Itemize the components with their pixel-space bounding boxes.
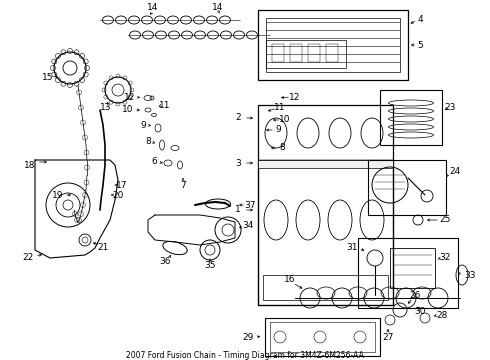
Text: 15: 15: [42, 73, 54, 82]
Text: 21: 21: [98, 243, 109, 252]
Text: 4: 4: [417, 15, 423, 24]
Text: 34: 34: [243, 220, 254, 230]
Bar: [368, 160, 446, 215]
Text: 19: 19: [52, 190, 64, 199]
Text: 27: 27: [382, 333, 393, 342]
Text: 2007 Ford Fusion Chain - Timing Diagram for 3M4Z-6M256-AA: 2007 Ford Fusion Chain - Timing Diagram …: [126, 351, 364, 360]
Text: 11: 11: [159, 100, 171, 109]
Text: 31: 31: [346, 243, 358, 252]
Bar: [265, 318, 380, 356]
Text: 26: 26: [409, 291, 421, 300]
Text: 6: 6: [151, 158, 157, 166]
Text: 25: 25: [440, 216, 451, 225]
Text: 18: 18: [24, 161, 36, 170]
Text: 24: 24: [449, 167, 461, 176]
Text: 32: 32: [440, 253, 451, 262]
Text: 9: 9: [275, 126, 281, 135]
Text: 7: 7: [180, 180, 186, 189]
Bar: [263, 275, 388, 300]
Text: 3: 3: [235, 158, 241, 167]
Bar: [290, 44, 302, 62]
Bar: [326, 44, 338, 62]
Text: 14: 14: [212, 4, 224, 13]
Text: 30: 30: [414, 307, 426, 316]
Text: 12: 12: [289, 93, 301, 102]
Bar: [308, 44, 320, 62]
Bar: [390, 248, 435, 288]
Bar: [272, 44, 284, 62]
Text: 37: 37: [244, 201, 256, 210]
Bar: [258, 105, 393, 160]
Text: 8: 8: [145, 138, 151, 147]
Text: 11: 11: [274, 104, 286, 112]
Bar: [266, 18, 400, 72]
Text: 8: 8: [279, 144, 285, 153]
Text: 12: 12: [124, 93, 136, 102]
Text: 33: 33: [464, 270, 476, 279]
Bar: [270, 322, 375, 352]
Text: 28: 28: [436, 310, 448, 320]
Text: 29: 29: [243, 333, 254, 342]
Bar: [380, 90, 442, 145]
Text: 22: 22: [23, 253, 34, 262]
Text: 10: 10: [122, 105, 134, 114]
Bar: [258, 160, 393, 305]
Text: 16: 16: [284, 275, 296, 284]
Bar: [258, 160, 393, 168]
Bar: [258, 10, 408, 80]
Text: 9: 9: [140, 121, 146, 130]
Text: 20: 20: [112, 190, 123, 199]
Bar: [358, 238, 458, 308]
Text: 5: 5: [417, 40, 423, 49]
Text: 1: 1: [235, 206, 241, 215]
Text: 17: 17: [116, 180, 128, 189]
Text: 36: 36: [159, 257, 171, 266]
Text: 14: 14: [147, 4, 159, 13]
Text: 35: 35: [204, 261, 216, 270]
Text: 2: 2: [235, 113, 241, 122]
Text: 13: 13: [100, 104, 112, 112]
Bar: [266, 40, 346, 68]
Text: 23: 23: [444, 104, 456, 112]
Text: 10: 10: [279, 116, 291, 125]
